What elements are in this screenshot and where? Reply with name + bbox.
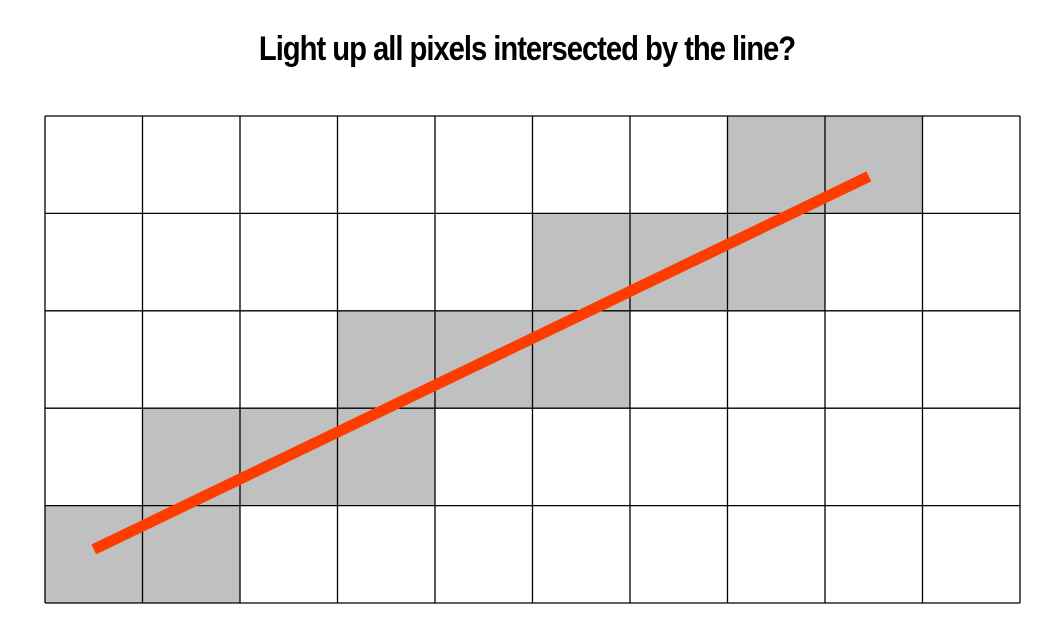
pixel-cell [727,408,825,506]
pixel-cell [922,213,1020,311]
pixel-cell [922,310,1020,409]
slide-title: Light up all pixels intersected by the l… [258,30,796,68]
pixel-cells [45,116,1020,603]
pixel-cell [337,116,435,214]
pixel-cell [240,505,338,603]
pixel-cell [142,310,240,409]
pixel-cell [142,116,240,214]
pixel-cell [922,408,1020,506]
pixel-cell [532,505,630,603]
pixel-cell [532,408,630,506]
pixel-cell [337,505,435,603]
pixel-cell [532,116,630,214]
pixel-cell [435,505,533,603]
lit-pixel-cell [727,116,825,214]
pixel-cell [337,213,435,311]
pixel-cell [240,116,338,214]
pixel-cell [727,310,825,409]
pixel-cell [45,213,143,311]
grid-lines [44,115,1021,604]
lit-pixel-cell [45,505,143,603]
lit-pixel-cell [727,213,825,311]
pixel-cell [435,213,533,311]
pixel-cell [922,116,1020,214]
pixel-cell [435,116,533,214]
pixel-cell [45,116,143,214]
lit-pixel-cell [825,116,923,214]
red-line-segment [91,171,872,555]
pixel-cell [630,408,728,506]
pixel-cell [630,310,728,409]
pixel-cell [825,505,923,603]
pixel-cell [630,116,728,214]
rasterized-line [91,171,872,555]
pixel-cell [922,505,1020,603]
pixel-cell [45,310,143,409]
pixel-cell [45,408,143,506]
pixel-cell [727,505,825,603]
pixel-cell [825,213,923,311]
pixel-cell [435,408,533,506]
pixel-cell [240,310,338,409]
pixel-cell [825,310,923,409]
pixel-cell [825,408,923,506]
pixel-cell [630,505,728,603]
pixel-cell [240,213,338,311]
pixel-cell [142,213,240,311]
